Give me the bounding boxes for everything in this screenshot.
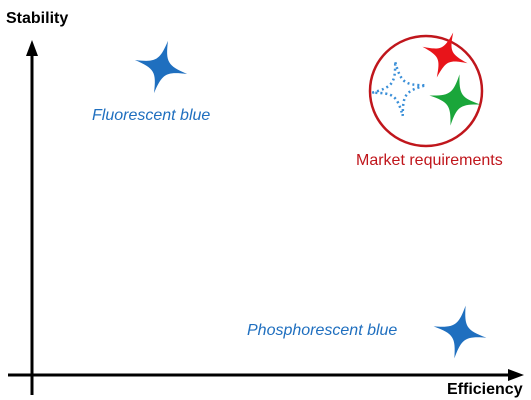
fluorescent-star-icon: [134, 40, 188, 94]
x-axis-label: Efficiency: [447, 381, 523, 398]
green-star-icon: [429, 74, 481, 126]
phosphorescent-star-icon: [433, 305, 487, 359]
x-axis-arrowhead: [508, 369, 524, 381]
red-star-icon: [422, 32, 468, 78]
market-requirements-label: Market requirements: [356, 152, 503, 169]
fluorescent-blue-label: Fluorescent blue: [92, 107, 211, 124]
market-requirements-circle: [368, 34, 484, 148]
y-axis-label: Stability: [6, 10, 69, 27]
phosphorescent-blue-label: Phosphorescent blue: [247, 322, 398, 339]
dotted-blue-star-icon: [371, 61, 427, 117]
y-axis-arrowhead: [26, 40, 38, 56]
